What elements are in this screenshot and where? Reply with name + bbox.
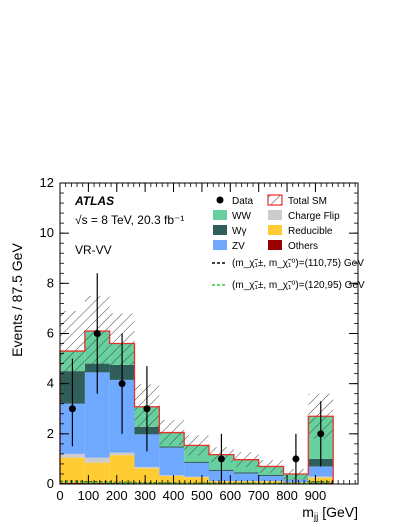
region-label: VR-VV	[75, 243, 112, 257]
legend-chargeflip-swatch	[268, 210, 282, 220]
x-tick-label-8: 800	[276, 488, 298, 503]
bar-zv-4	[159, 447, 185, 476]
bar-reducible-0	[60, 457, 85, 483]
data-points	[68, 273, 325, 484]
data-point-1	[93, 330, 101, 337]
bar-charge-flip-4	[159, 475, 185, 476]
bar-charge-flip-10	[308, 476, 334, 478]
bar-reducible-1	[84, 462, 110, 483]
bar-reducible-2	[109, 455, 135, 483]
atlas-label: ATLAS	[74, 194, 114, 208]
legend-wgamma-label: Wγ	[232, 226, 246, 237]
x-tick-label-4: 400	[163, 488, 185, 503]
x-tick-label-2: 200	[106, 488, 128, 503]
y-tick-label-4: 8	[47, 275, 54, 290]
x-axis-title: mjj [GeV]	[302, 504, 358, 523]
x-tick-label-9: 900	[305, 488, 327, 503]
bar-w--7	[233, 472, 259, 474]
y-tick-label-6: 12	[40, 175, 54, 190]
legend: Data Total SM WW Charge Flip Wγ Reducibl…	[212, 194, 365, 291]
bar-charge-flip-5	[184, 476, 209, 478]
legend-reducible-label: Reducible	[288, 226, 333, 237]
data-point-0	[68, 405, 76, 413]
total-sm-outline	[59, 330, 334, 484]
bar-reducible-4	[159, 475, 185, 484]
legend-wgamma-swatch	[213, 225, 227, 235]
bar-w--5	[184, 461, 209, 463]
y-tick-label-5: 10	[40, 225, 54, 240]
legend-zv-label: ZV	[232, 241, 245, 252]
x-tick-label-1: 100	[78, 488, 100, 503]
x-tick-label-0: 0	[56, 488, 63, 503]
data-point-6	[317, 430, 325, 438]
bar-others-1	[84, 482, 110, 484]
data-point-5	[292, 455, 300, 463]
legend-totalsm-swatch	[267, 194, 283, 206]
legend-data-label: Data	[232, 196, 254, 207]
bar-others-0	[60, 482, 85, 484]
legend-zv-swatch	[213, 240, 227, 250]
data-point-3	[143, 405, 151, 413]
y-tick-label-2: 4	[47, 376, 54, 391]
legend-ww-label: WW	[232, 211, 251, 222]
axis-ticks: 0 2 4 6 8 10 12 0 100 200 300 400 500 600 700 800 900	[40, 175, 358, 503]
bar-reducible-7	[233, 481, 259, 484]
x-tick-label-3: 300	[134, 488, 156, 503]
legend-others-swatch	[268, 240, 282, 250]
legend-totalsm-label: Total SM	[288, 196, 327, 207]
y-axis-title: Events / 87.5 GeV	[9, 243, 25, 357]
data-point-4	[217, 455, 225, 463]
data-point-2	[118, 380, 126, 388]
bar-charge-flip-2	[109, 452, 135, 456]
y-tick-label-1: 2	[47, 426, 54, 441]
bar-zv-8	[258, 475, 284, 481]
bar-charge-flip-0	[60, 453, 85, 458]
legend-chargeflip-label: Charge Flip	[288, 211, 340, 222]
x-tick-label-5: 500	[191, 488, 213, 503]
y-tick-label-3: 6	[47, 326, 54, 341]
energy-lumi-label: √s = 8 TeV, 20.3 fb⁻¹	[75, 213, 184, 227]
bar-w--8	[258, 474, 284, 476]
legend-others-label: Others	[288, 241, 318, 252]
legend-reducible-swatch	[268, 225, 282, 235]
x-tick-label-6: 600	[219, 488, 241, 503]
bar-zv-5	[184, 462, 209, 477]
bar-reducible-3	[134, 468, 160, 484]
bar-charge-flip-1	[84, 457, 110, 463]
legend-data-marker	[216, 196, 224, 204]
bar-zv-10	[308, 466, 334, 477]
bar-w--4	[159, 446, 185, 448]
x-tick-label-7: 700	[248, 488, 270, 503]
legend-ww-swatch	[213, 210, 227, 220]
bar-charge-flip-3	[134, 466, 160, 469]
bar-reducible-8	[258, 481, 284, 484]
total-sm-line	[59, 330, 334, 484]
bar-zv-7	[233, 473, 259, 481]
legend-signal1-label: (m_χ̃₁±, m_χ̃₁⁰)=(110,75) GeV	[232, 258, 364, 269]
y-tick-label-0: 0	[47, 476, 54, 491]
legend-signal2-label: (m_χ̃₁±, m_χ̃₁⁰)=(120,95) GeV	[232, 280, 365, 291]
